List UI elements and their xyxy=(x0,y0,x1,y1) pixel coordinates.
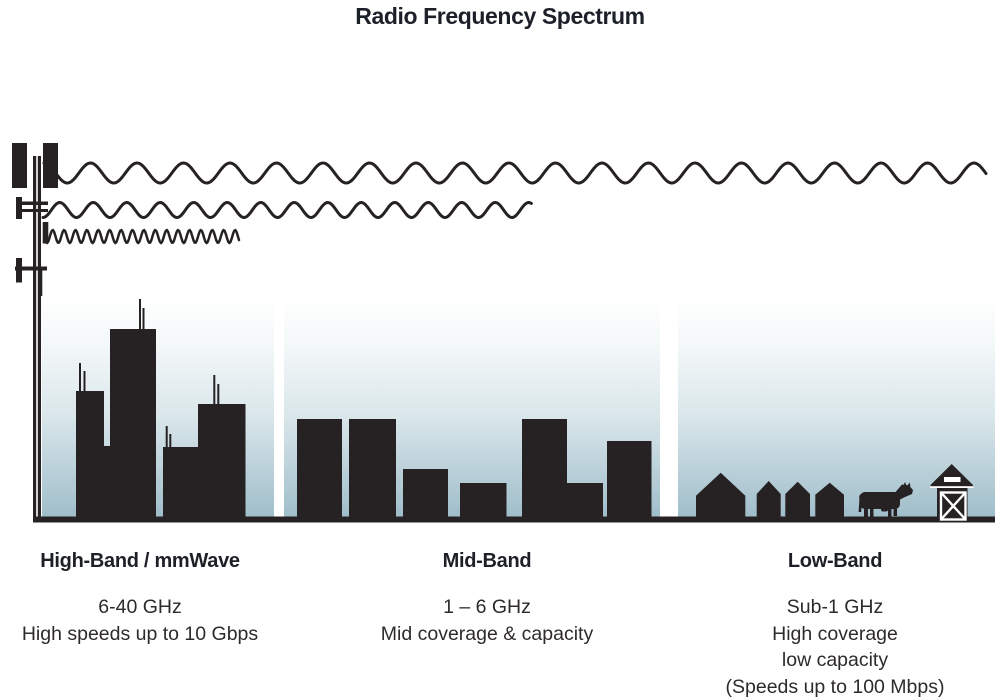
barn-roof xyxy=(930,464,973,487)
band-detail-line: 1 – 6 GHz xyxy=(443,596,531,618)
house-icon xyxy=(696,472,746,520)
barn-icon xyxy=(930,464,974,521)
building xyxy=(522,419,567,520)
low-band-wave-long-wavelength xyxy=(42,161,988,185)
tower-mast xyxy=(33,156,37,521)
building xyxy=(110,329,156,520)
house-icon xyxy=(815,482,844,520)
building-antenna xyxy=(169,434,172,449)
barn-door-cross xyxy=(940,491,967,521)
tower-antenna-panel xyxy=(16,258,22,283)
building xyxy=(349,419,396,520)
building xyxy=(104,446,110,520)
tower-antenna-panel xyxy=(42,222,49,244)
caption-mid-band: Mid-Band 1 – 6 GHz Mid coverage & capaci… xyxy=(357,551,617,647)
tower-crossarm xyxy=(15,266,47,271)
band-detail-line: Sub-1 GHz xyxy=(786,596,884,618)
cow-icon xyxy=(858,482,913,519)
cow-udder xyxy=(881,507,888,512)
band-detail-line: low capacity xyxy=(781,649,889,671)
building-antenna xyxy=(139,299,141,331)
barn-loft-vent xyxy=(944,477,961,482)
cow-body xyxy=(860,492,900,509)
cow-leg xyxy=(864,507,868,519)
barn-door-frame xyxy=(939,491,967,521)
ground-line xyxy=(33,516,995,523)
mid-band-skyline xyxy=(297,419,652,520)
barn-door xyxy=(939,491,967,521)
high-band-skyline xyxy=(76,299,246,520)
low-band-houses xyxy=(696,472,844,520)
cow-head xyxy=(893,484,913,501)
house-icon xyxy=(756,481,781,520)
building xyxy=(460,483,507,520)
barn-roof-trim xyxy=(930,486,974,488)
page-title: Radio Frequency Spectrum xyxy=(355,3,645,29)
cow-leg xyxy=(893,505,897,516)
mid-band-wave-medium-wavelength xyxy=(41,201,533,219)
building-antenna xyxy=(165,426,168,449)
cell-tower-icon xyxy=(12,143,58,521)
house-icon xyxy=(785,481,810,520)
band-detail-line: High coverage xyxy=(772,622,898,645)
high-band-wave-short-wavelength xyxy=(45,228,241,245)
cow-horn xyxy=(907,482,911,487)
building xyxy=(198,404,246,520)
tower-crossarm xyxy=(16,201,48,205)
building-antenna xyxy=(142,308,145,331)
building xyxy=(607,441,652,520)
building-antenna xyxy=(217,384,220,406)
caption-high-band: High-Band / mmWave 6-40 GHz High speeds … xyxy=(10,551,270,647)
band-detail-line: High speeds up to 10 Gbps xyxy=(21,622,259,645)
tower-antenna-panel xyxy=(12,143,27,188)
sky-gradient-mid-band xyxy=(284,295,660,517)
building-antenna xyxy=(213,375,216,406)
building xyxy=(297,419,342,520)
building-antenna xyxy=(83,371,86,393)
band-heading-high: High-Band / mmWave xyxy=(40,550,240,572)
building xyxy=(403,469,448,520)
cow-horn xyxy=(903,482,907,486)
building xyxy=(567,483,603,520)
cow-leg xyxy=(888,507,892,519)
building xyxy=(76,391,104,520)
caption-low-band: Low-Band Sub-1 GHz High coverage low cap… xyxy=(695,551,975,700)
band-heading-low: Low-Band xyxy=(787,550,883,572)
tower-mast xyxy=(37,156,41,521)
building-antenna xyxy=(79,363,81,393)
band-detail-line: (Speeds up to 100 Mbps) xyxy=(725,675,945,698)
tower-crossarm xyxy=(16,209,48,212)
tower-mast-stub xyxy=(38,270,43,296)
band-detail-line: 6-40 GHz xyxy=(98,596,182,618)
tower-antenna-panel xyxy=(16,197,22,219)
band-detail-line: Mid coverage & capacity xyxy=(380,622,594,645)
cow-leg xyxy=(870,507,874,517)
band-heading-mid: Mid-Band xyxy=(442,550,532,572)
